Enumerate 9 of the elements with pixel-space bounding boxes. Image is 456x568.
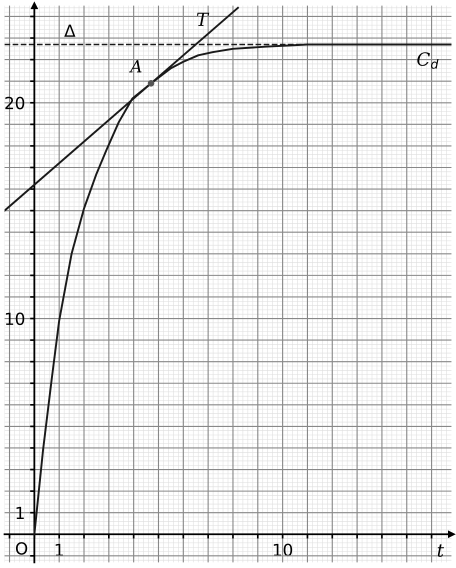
series-label: C$_{d}$ xyxy=(417,52,439,69)
x-axis-title: t xyxy=(438,544,444,557)
ref-line-label: Δ xyxy=(64,24,76,37)
series-label: A xyxy=(129,60,142,72)
y-tick-label: 1 xyxy=(16,506,24,520)
y-tick-label: 20 xyxy=(5,96,24,110)
annotation: O xyxy=(16,542,28,555)
series-label: T xyxy=(196,12,210,26)
y-tick-label: 10 xyxy=(6,312,24,326)
